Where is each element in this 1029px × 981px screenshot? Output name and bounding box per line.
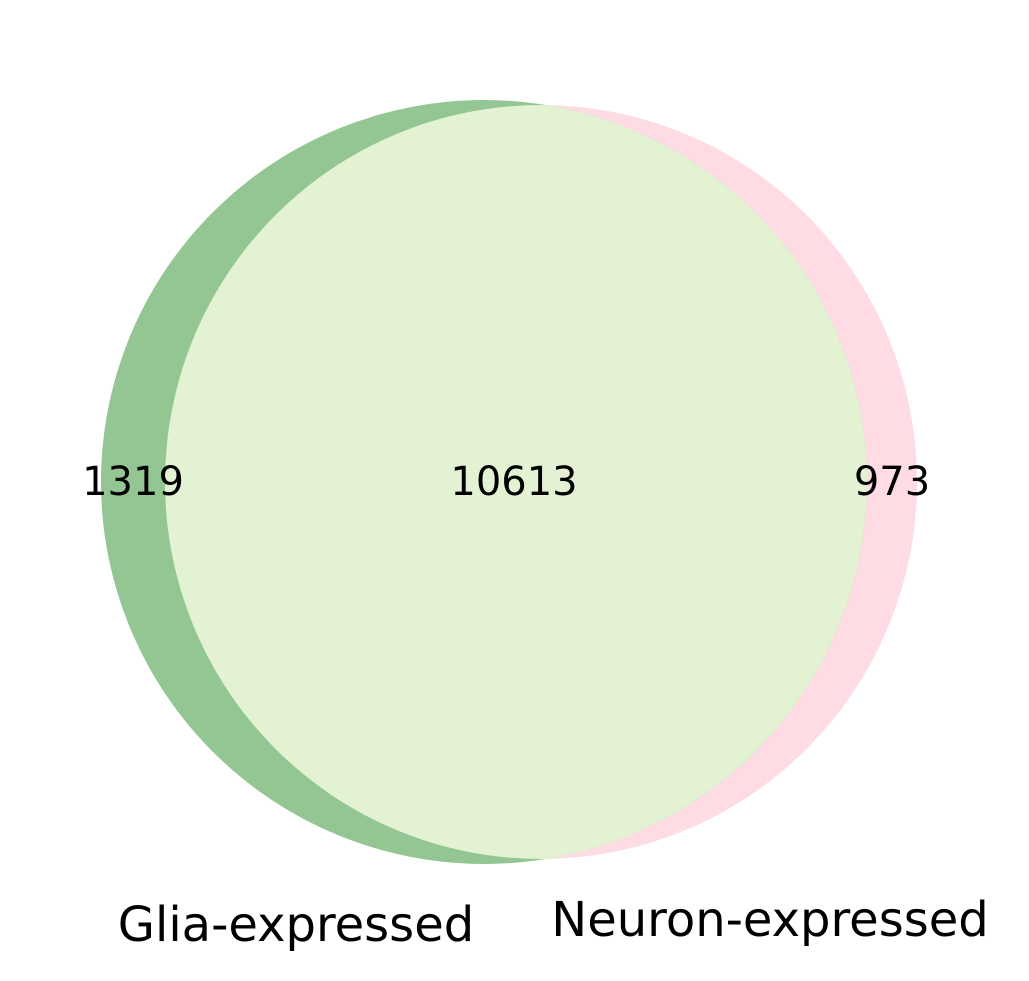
- glia-only-count: 1319: [82, 459, 184, 505]
- neuron-only-count: 973: [854, 459, 930, 505]
- glia-set-label: Glia-expressed: [118, 897, 474, 953]
- neuron-set-label: Neuron-expressed: [551, 892, 988, 948]
- intersection-region: [165, 105, 867, 859]
- intersection-count: 10613: [450, 459, 577, 505]
